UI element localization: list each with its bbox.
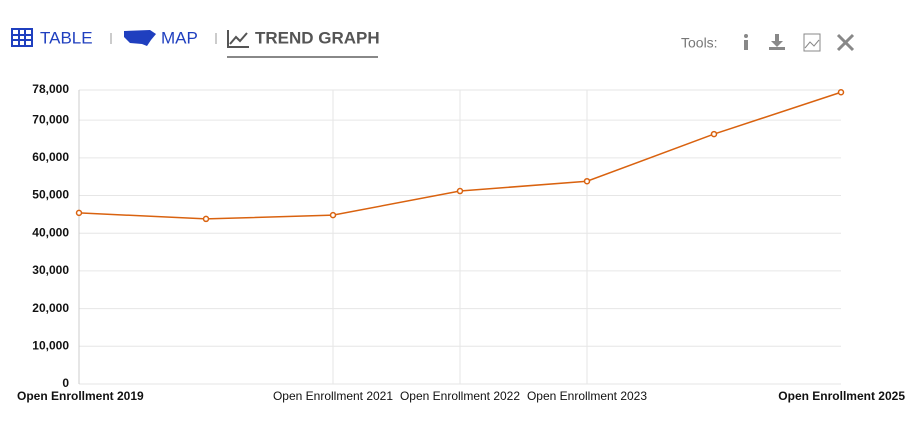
fullscreen-icon[interactable] [836, 33, 855, 52]
x-tick-label: Open Enrollment 2025 [778, 389, 905, 403]
data-point [837, 89, 845, 96]
y-tick-label: 50,000 [32, 188, 69, 202]
tab-map[interactable]: MAP [161, 28, 198, 47]
y-tick-label: 10,000 [32, 338, 69, 352]
y-tick-label: 0 [62, 376, 69, 390]
y-tick-label: 30,000 [32, 263, 69, 277]
tools-label: Tools: [681, 35, 718, 51]
data-point [583, 177, 591, 185]
trend-icon[interactable] [227, 30, 249, 48]
y-tick-label: 70,000 [32, 112, 69, 126]
table-icon[interactable] [11, 28, 33, 47]
data-point [456, 187, 464, 195]
image-icon[interactable] [803, 33, 821, 52]
x-tick-label: Open Enrollment 2022 [400, 389, 520, 403]
download-icon[interactable] [769, 34, 785, 50]
tab-table[interactable]: TABLE [40, 28, 93, 47]
y-tick-label: 78,000 [32, 82, 69, 96]
data-point [75, 209, 83, 217]
data-point [710, 130, 718, 138]
info-icon[interactable] [744, 34, 748, 50]
y-tick-label: 60,000 [32, 150, 69, 164]
y-tick-label: 40,000 [32, 225, 69, 239]
x-tick-label: Open Enrollment 2019 [17, 389, 144, 403]
map-icon[interactable] [124, 30, 156, 46]
x-tick-label: Open Enrollment 2021 [273, 389, 393, 403]
y-tick-label: 20,000 [32, 301, 69, 315]
data-point [202, 215, 210, 223]
x-tick-label: Open Enrollment 2023 [527, 389, 647, 403]
tab-trend-graph[interactable]: TREND GRAPH [255, 28, 380, 47]
data-point [329, 211, 337, 219]
